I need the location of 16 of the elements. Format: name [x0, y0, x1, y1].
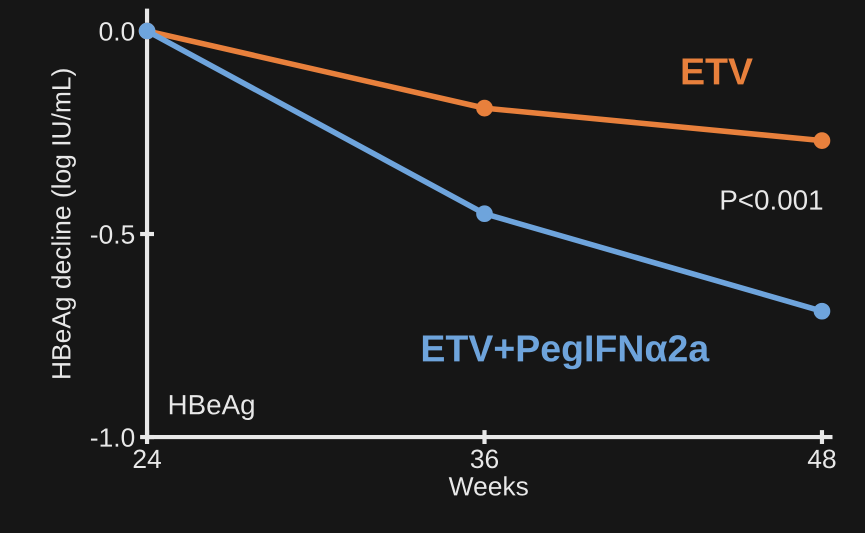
x-axis-title: Weeks [448, 476, 528, 496]
y-tick-label: -0.5 [90, 225, 134, 244]
annotation: P<0.001 [722, 190, 822, 210]
x-tick-label: 48 [808, 450, 836, 468]
y-tick-label: -1.0 [90, 428, 134, 447]
y-axis-title: HBeAg decline (log IU/mL) [51, 69, 76, 378]
point [814, 132, 830, 149]
point [814, 302, 830, 320]
annotation: HBeAg [170, 395, 254, 420]
point [476, 100, 493, 116]
series-label: ETV+PegIFNα2a [422, 335, 710, 370]
y-tick-label: 0.0 [100, 22, 134, 41]
series-label: ETV [682, 58, 753, 84]
x-tick-label: 24 [134, 450, 161, 468]
point [476, 205, 493, 222]
x-tick-label: 36 [470, 450, 498, 468]
